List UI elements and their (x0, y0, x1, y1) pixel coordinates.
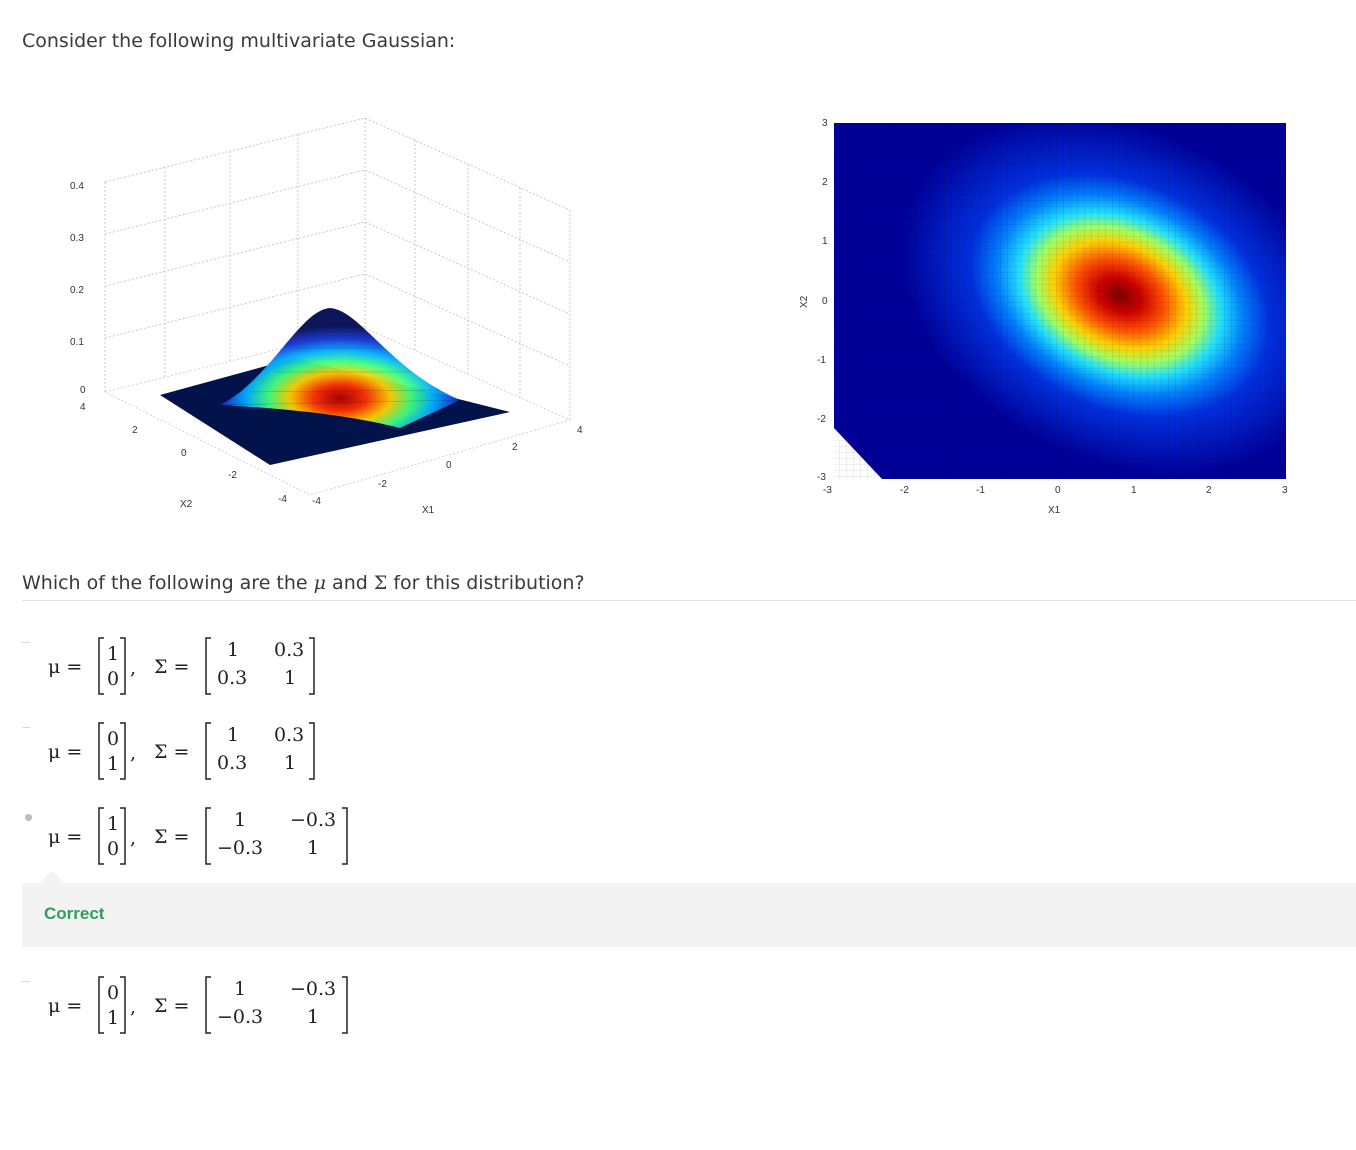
sigma-value: −0.3 (217, 837, 263, 859)
mu-value: 0 (107, 668, 119, 690)
sigma-value: 1 (307, 837, 319, 859)
x1-tick: 0 (446, 460, 452, 471)
sigma-value: 0.3 (217, 667, 247, 689)
z-tick: 0.4 (70, 181, 84, 192)
x2-tick: -4 (278, 494, 287, 505)
x2-tick: -2 (228, 470, 237, 481)
radio-button-selected[interactable] (25, 814, 32, 821)
x2-tick: 0 (181, 448, 187, 459)
x1-tick: -2 (378, 479, 387, 490)
y-tick: -3 (817, 472, 826, 483)
y-tick: -1 (817, 355, 826, 366)
radio-button[interactable] (22, 981, 30, 982)
feedback-box: Correct (22, 871, 1356, 947)
mu-value: 1 (107, 643, 119, 665)
sigma-value: 1 (284, 667, 296, 689)
mu-value: 0 (107, 838, 119, 860)
heatmap-plot: 3 2 1 0 -1 -2 -3 -3 -2 -1 0 1 2 3 X2 X1 (790, 110, 1300, 530)
mu-value: 0 (107, 982, 119, 1004)
mu-value: 1 (107, 1007, 119, 1029)
sigma-equals: Σ = (154, 826, 189, 848)
feedback-correct-label: Correct (44, 904, 105, 923)
mu-symbol: μ (313, 572, 327, 594)
x1-tick: -4 (312, 496, 321, 507)
z-tick: 0.1 (70, 337, 84, 348)
svg-text:,: , (130, 657, 136, 679)
x2-tick: 2 (132, 425, 138, 436)
question-text: Which of the following are the μ and Σ f… (22, 572, 1356, 601)
sigma-value: −0.3 (290, 809, 336, 831)
surface-plot: 0.4 0.3 0.2 0.1 0 4 2 0 -2 -4 -4 -2 0 2 … (60, 110, 600, 530)
sigma-equals: Σ = (154, 741, 189, 763)
y-axis-label: X2 (799, 295, 810, 308)
sigma-equals: Σ = (154, 656, 189, 678)
mu-equals: μ = (48, 656, 82, 678)
sigma-value: −0.3 (290, 978, 336, 1000)
sigma-value: 1 (284, 752, 296, 774)
z-tick: 0.3 (70, 233, 84, 244)
sigma-value: −0.3 (217, 1006, 263, 1028)
svg-text:,: , (130, 996, 136, 1018)
mu-equals: μ = (48, 995, 82, 1017)
x-tick: 0 (1055, 485, 1061, 496)
x1-axis-label: X1 (422, 505, 435, 516)
x2-tick: 4 (80, 402, 86, 413)
mu-equals: μ = (48, 741, 82, 763)
x-tick: 1 (1131, 485, 1137, 496)
x-tick: 2 (1206, 485, 1212, 496)
y-tick: 2 (822, 177, 828, 188)
sigma-value: 1 (227, 639, 239, 661)
y-tick: 1 (822, 236, 828, 247)
sigma-value: 1 (307, 1006, 319, 1028)
x2-axis-label: X2 (180, 499, 193, 510)
sigma-value: 0.3 (217, 752, 247, 774)
svg-text:,: , (130, 742, 136, 764)
x1-tick: 4 (577, 425, 583, 436)
mu-value: 1 (107, 813, 119, 835)
answer-option-3[interactable]: μ = 1 0 , Σ = 1 −0.3 −0.3 1 (22, 806, 442, 872)
y-tick: 0 (822, 296, 828, 307)
radio-button[interactable] (22, 727, 30, 728)
x-tick: 3 (1282, 485, 1288, 496)
answer-option-1[interactable]: μ = 1 0 , Σ = 1 0.3 0.3 1 (22, 636, 442, 702)
sigma-value: 1 (234, 809, 246, 831)
x-tick: -1 (976, 485, 985, 496)
answer-option-4[interactable]: μ = 0 1 , Σ = 1 −0.3 −0.3 1 (22, 975, 442, 1041)
z-tick: 0 (80, 385, 86, 396)
radio-button[interactable] (22, 642, 30, 643)
sigma-value: 1 (234, 978, 246, 1000)
z-tick: 0.2 (70, 285, 84, 296)
mu-equals: μ = (48, 826, 82, 848)
sigma-equals: Σ = (154, 995, 189, 1017)
x1-tick: 2 (512, 442, 518, 453)
mu-value: 0 (107, 728, 119, 750)
sigma-value: 1 (227, 724, 239, 746)
y-tick: 3 (822, 118, 828, 129)
sigma-value: 0.3 (274, 639, 304, 661)
x-axis-label: X1 (1048, 505, 1061, 516)
y-tick: -2 (817, 414, 826, 425)
answer-option-2[interactable]: μ = 0 1 , Σ = 1 0.3 0.3 1 (22, 721, 442, 787)
x-tick: -3 (823, 485, 832, 496)
question-intro: Consider the following multivariate Gaus… (22, 30, 456, 52)
x-tick: -2 (900, 485, 909, 496)
sigma-value: 0.3 (274, 724, 304, 746)
sigma-symbol: Σ (373, 572, 388, 594)
svg-text:,: , (130, 827, 136, 849)
mu-value: 1 (107, 753, 119, 775)
